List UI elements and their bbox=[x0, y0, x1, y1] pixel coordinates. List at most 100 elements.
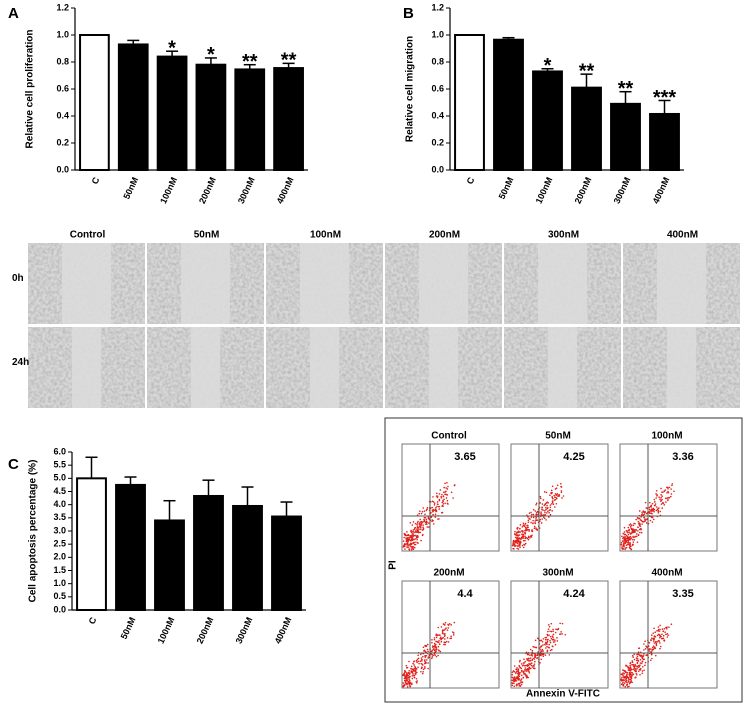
dot bbox=[546, 640, 549, 643]
dot bbox=[547, 506, 549, 509]
dot bbox=[555, 502, 558, 505]
dot bbox=[537, 637, 539, 640]
dot bbox=[622, 536, 625, 538]
dot bbox=[434, 513, 437, 516]
dot bbox=[620, 683, 623, 686]
dot bbox=[641, 670, 644, 672]
dot bbox=[527, 538, 530, 541]
dot bbox=[560, 486, 563, 488]
dot bbox=[635, 657, 638, 659]
dot bbox=[514, 533, 516, 535]
dot bbox=[551, 485, 554, 488]
dot bbox=[524, 542, 527, 545]
dot bbox=[551, 635, 554, 637]
dot bbox=[663, 504, 666, 506]
dot bbox=[551, 496, 553, 498]
dot bbox=[412, 548, 415, 551]
dot bbox=[442, 636, 445, 639]
dot bbox=[631, 660, 634, 662]
dot bbox=[544, 506, 547, 509]
dot bbox=[622, 681, 624, 684]
dot bbox=[541, 506, 543, 509]
dot bbox=[519, 524, 522, 526]
dot bbox=[664, 631, 666, 633]
column-label: 100nM bbox=[310, 230, 341, 241]
dot bbox=[632, 524, 635, 527]
dot bbox=[511, 673, 514, 676]
dot bbox=[427, 526, 430, 528]
dot bbox=[666, 491, 668, 494]
dot bbox=[547, 628, 550, 630]
dot bbox=[633, 536, 636, 538]
scratch bbox=[299, 243, 350, 324]
dot bbox=[411, 683, 413, 686]
dot bbox=[653, 498, 656, 501]
dot bbox=[643, 643, 645, 645]
dot bbox=[639, 662, 642, 664]
dot bbox=[418, 531, 420, 534]
dot bbox=[641, 511, 643, 514]
scratch bbox=[190, 327, 221, 408]
dot bbox=[418, 528, 420, 531]
dot bbox=[655, 489, 658, 492]
dot bbox=[661, 495, 663, 497]
dot bbox=[436, 496, 439, 499]
dot bbox=[407, 672, 409, 674]
dot bbox=[430, 653, 432, 655]
dot bbox=[533, 525, 536, 528]
x-tick-label: 50nM bbox=[497, 176, 516, 201]
dot bbox=[440, 626, 443, 628]
dot bbox=[529, 648, 532, 651]
dot bbox=[527, 676, 529, 679]
dot bbox=[432, 508, 434, 511]
dot bbox=[636, 533, 638, 535]
dot bbox=[410, 531, 413, 534]
dot bbox=[532, 522, 534, 524]
dot bbox=[517, 537, 519, 540]
dot bbox=[515, 672, 517, 675]
dot bbox=[628, 671, 631, 674]
scratch bbox=[309, 327, 340, 408]
dot bbox=[424, 513, 426, 516]
dot bbox=[535, 503, 537, 506]
dot bbox=[552, 630, 554, 633]
dot bbox=[649, 505, 652, 508]
dot bbox=[553, 641, 556, 643]
dot bbox=[431, 639, 433, 641]
dot bbox=[665, 633, 667, 636]
dot bbox=[624, 537, 627, 540]
dot bbox=[540, 511, 542, 513]
bar bbox=[79, 34, 110, 171]
dot bbox=[632, 673, 635, 676]
dot bbox=[643, 649, 645, 651]
dot bbox=[661, 633, 663, 636]
dot bbox=[416, 525, 419, 527]
dot bbox=[636, 662, 639, 665]
dot bbox=[542, 516, 545, 519]
dot bbox=[414, 530, 417, 532]
dot bbox=[422, 507, 424, 509]
dot bbox=[426, 643, 429, 646]
dot bbox=[628, 537, 631, 539]
dot bbox=[521, 681, 524, 683]
dot bbox=[430, 516, 433, 518]
y-tick-label: 4.0 bbox=[53, 499, 66, 509]
dot bbox=[517, 534, 519, 536]
dot bbox=[539, 497, 542, 500]
dot bbox=[518, 679, 520, 681]
dot bbox=[444, 634, 446, 637]
dot bbox=[544, 636, 547, 639]
dot bbox=[522, 537, 525, 539]
dot bbox=[627, 669, 630, 671]
y-tick-label: 1.2 bbox=[431, 2, 444, 12]
dot bbox=[622, 676, 625, 678]
dot bbox=[547, 510, 549, 513]
dot bbox=[625, 671, 627, 673]
dot bbox=[621, 546, 623, 548]
dot bbox=[549, 506, 552, 509]
dot bbox=[628, 685, 630, 688]
dot bbox=[554, 631, 557, 634]
dot bbox=[642, 665, 644, 668]
y-tick-label: 0.6 bbox=[431, 83, 444, 93]
dot bbox=[445, 627, 447, 630]
